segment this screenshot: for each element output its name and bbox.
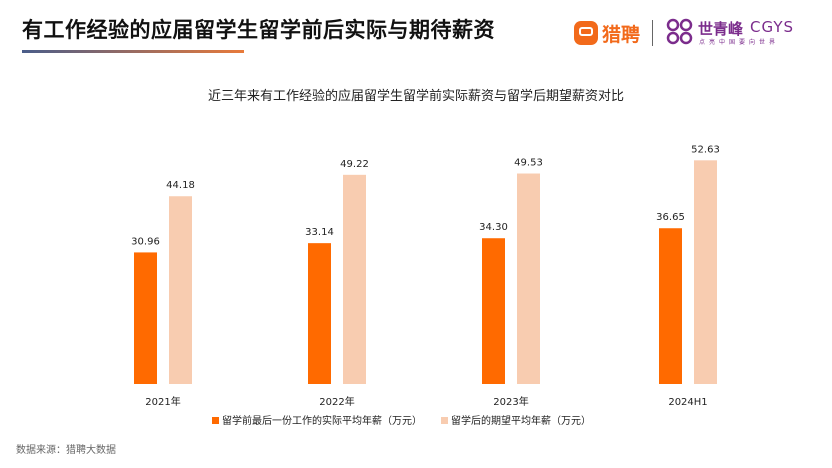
x-tick-label: 2021年 [145, 395, 180, 408]
liepin-logo-icon [574, 21, 598, 45]
bar-after [169, 196, 192, 384]
data-label-before: 30.96 [131, 236, 160, 247]
title-underline [22, 50, 244, 53]
brand-liepin: 猎聘 [602, 24, 641, 46]
bar-before [659, 228, 682, 384]
bar-before [308, 243, 331, 384]
data-label-after: 49.53 [514, 157, 543, 168]
brand-cgys-en: CGYS [750, 18, 795, 36]
data-source: 数据来源：猎聘大数据 [16, 445, 116, 456]
data-label-before: 36.65 [656, 212, 685, 223]
legend-swatch [441, 417, 448, 424]
legend-label: 留学后的期望平均年薪（万元） [451, 414, 591, 427]
data-label-before: 34.30 [479, 222, 508, 233]
legend-label: 留学前最后一份工作的实际平均年薪（万元） [222, 414, 422, 427]
chart-title: 近三年来有工作经验的应届留学生留学前实际薪资与留学后期望薪资对比 [207, 89, 624, 104]
brand-cgys-tagline: 点亮中国要向世界 [699, 39, 780, 46]
bar-after [343, 174, 366, 384]
bar-before [482, 238, 505, 384]
legend-swatch [212, 417, 219, 424]
bar-before [134, 252, 157, 384]
data-label-after: 44.18 [166, 180, 195, 191]
data-label-before: 33.14 [305, 227, 334, 238]
x-tick-label: 2023年 [493, 395, 528, 408]
x-tick-label: 2024H1 [668, 397, 707, 408]
cgys-logo-icon [666, 18, 693, 45]
bar-after [694, 160, 717, 384]
page-title: 有工作经验的应届留学生留学前后实际与期待薪资 [22, 18, 495, 42]
data-label-after: 49.22 [340, 159, 369, 170]
bar-after [517, 173, 540, 384]
data-label-after: 52.63 [691, 144, 720, 155]
x-tick-label: 2022年 [319, 395, 354, 408]
brand-divider [652, 20, 653, 46]
brand-cgys-cn: 世青峰 [698, 20, 744, 38]
